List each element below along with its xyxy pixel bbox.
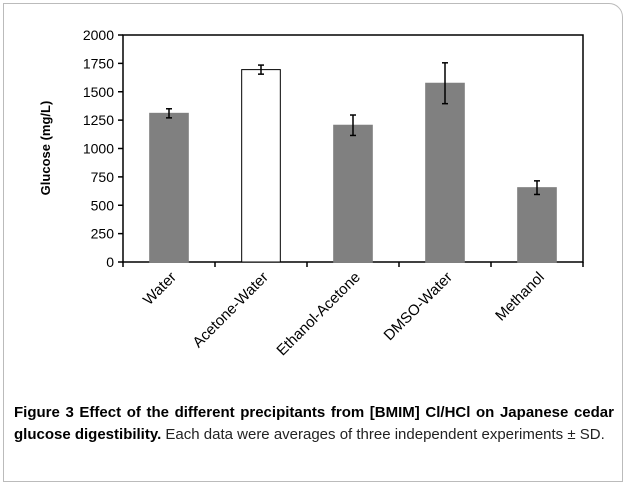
- caption-text: Each data were averages of three indepen…: [165, 426, 605, 443]
- bar: [333, 124, 373, 263]
- bar: [425, 82, 465, 263]
- y-tick-label: 0: [106, 254, 114, 270]
- y-tick-label: 1500: [83, 84, 114, 100]
- x-tick-label: Ethanol-Acetone: [273, 269, 363, 359]
- y-tick-label: 2000: [83, 27, 114, 43]
- y-tick-label: 500: [91, 197, 115, 213]
- y-tick-label: 250: [91, 226, 115, 242]
- chart: Glucose (mg/L) 0 250 500 750 1000 1250 1500 175…: [38, 27, 584, 359]
- y-tick-label: 1250: [83, 112, 114, 128]
- y-axis-label: Glucose (mg/L): [38, 101, 53, 196]
- x-tick-label: Water: [140, 269, 180, 309]
- caption: Figure 3 Effect of the different precipi…: [14, 402, 614, 446]
- caption-title: Figure 3 Effect of the different precipi…: [14, 404, 614, 443]
- figure-frame: [3, 3, 623, 482]
- x-tick-label: Methanol: [492, 269, 548, 325]
- x-tick-label: Acetone-Water: [189, 269, 271, 351]
- bar: [149, 112, 189, 263]
- y-tick-label: 750: [91, 169, 115, 185]
- bar: [241, 69, 281, 263]
- y-tick-label: 1750: [83, 55, 114, 71]
- y-tick-label: 1000: [83, 141, 114, 157]
- bar: [517, 187, 557, 263]
- x-tick-label: DMSO-Water: [381, 269, 456, 344]
